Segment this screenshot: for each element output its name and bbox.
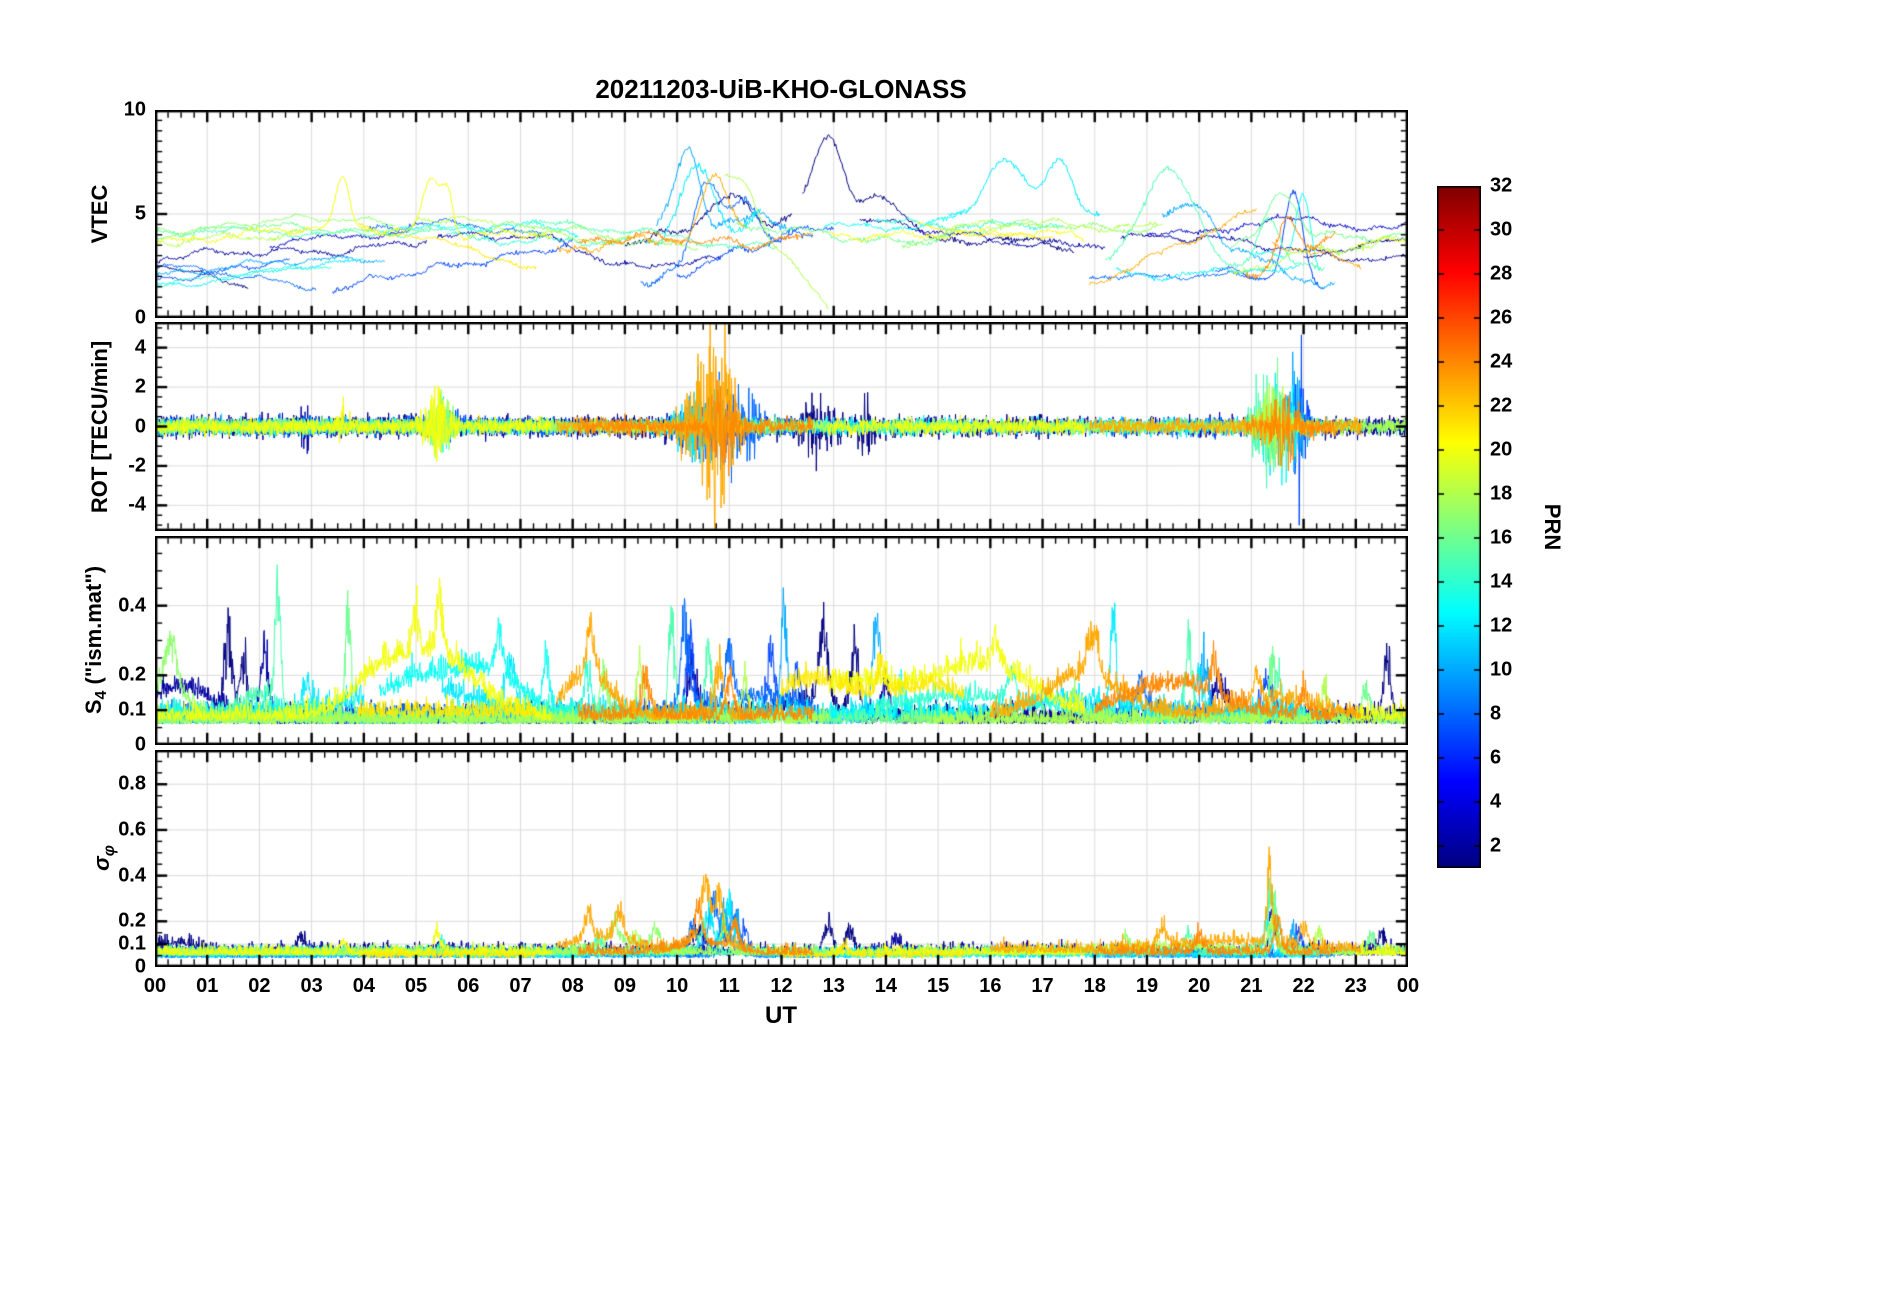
y-tick-label: 4 — [134, 336, 146, 359]
x-tick-label: 02 — [248, 975, 271, 997]
y-tick-label: 0 — [134, 306, 146, 329]
sigma-phi-axis-label: σφ — [88, 845, 119, 871]
chart-title: 20211203-UiB-KHO-GLONASS — [595, 74, 967, 104]
y-tick-label: 5 — [134, 202, 146, 225]
x-tick-label: 16 — [979, 975, 1002, 997]
vtec-panel-plot — [155, 110, 1408, 318]
y-tick-label: 0.8 — [118, 772, 146, 795]
x-tick-label: 19 — [1135, 975, 1159, 997]
y-tick-label: -2 — [128, 454, 146, 477]
x-tick-label: 10 — [665, 975, 689, 997]
colorbar-axis-label: PRN — [1540, 503, 1565, 551]
colorbar-tick-label: 6 — [1490, 746, 1502, 769]
y-tick-label: 0.2 — [118, 663, 146, 686]
colorbar-tick-label: 14 — [1490, 570, 1513, 593]
x-tick-label: 13 — [822, 975, 845, 997]
x-tick-label: 00 — [1396, 975, 1420, 997]
colorbar-tick-label: 4 — [1490, 790, 1502, 813]
rot-panel-plot — [155, 322, 1408, 531]
y-tick-label: 0.4 — [118, 594, 146, 617]
y-tick-label: 0 — [134, 415, 146, 437]
colorbar-tick-label: 16 — [1490, 526, 1513, 549]
x-tick-label: 06 — [457, 975, 480, 997]
x-tick-label: 14 — [874, 975, 898, 997]
colorbar-tick-label: 30 — [1490, 218, 1513, 241]
y-tick-label: 0.1 — [118, 698, 146, 721]
x-tick-label: 17 — [1031, 975, 1054, 997]
y-tick-label: -4 — [128, 493, 146, 516]
prn-colorbar — [1437, 186, 1481, 868]
colorbar-tick-label: 18 — [1490, 482, 1513, 505]
x-tick-label: 21 — [1240, 975, 1263, 997]
x-axis-label: UT — [765, 1002, 797, 1029]
x-tick-label: 09 — [613, 975, 636, 997]
x-tick-label: 00 — [143, 975, 167, 997]
colorbar-tick-label: 8 — [1490, 702, 1502, 725]
colorbar-tick-label: 28 — [1490, 262, 1513, 285]
colorbar-tick-label: 22 — [1490, 394, 1513, 417]
x-tick-label: 05 — [404, 975, 428, 997]
y-tick-label: 0.2 — [118, 909, 146, 932]
x-tick-label: 07 — [509, 975, 532, 997]
colorbar-tick-label: 2 — [1490, 834, 1502, 857]
x-tick-label: 20 — [1188, 975, 1211, 997]
x-tick-label: 15 — [927, 975, 950, 997]
y-tick-label: 0 — [134, 733, 146, 756]
sigma-phi-panel-plot — [155, 750, 1408, 967]
colorbar-tick-label: 20 — [1490, 438, 1513, 461]
y-tick-label: 0.6 — [118, 818, 146, 841]
y-tick-label: 0.1 — [118, 932, 146, 955]
x-tick-label: 11 — [718, 975, 740, 997]
x-tick-label: 18 — [1083, 975, 1106, 997]
colorbar-tick-label: 26 — [1490, 306, 1513, 329]
vtec-axis-label: VTEC — [87, 184, 112, 244]
x-tick-label: 03 — [300, 975, 323, 997]
rot-axis-label: ROT [TECU/min] — [87, 340, 112, 514]
colorbar-tick-label: 24 — [1490, 350, 1513, 373]
x-tick-label: 22 — [1292, 975, 1315, 997]
y-tick-label: 10 — [123, 98, 146, 121]
y-tick-label: 0 — [134, 955, 146, 978]
colorbar-tick-label: 32 — [1490, 174, 1513, 197]
y-tick-label: 0.4 — [118, 864, 146, 887]
x-tick-label: 08 — [561, 975, 584, 997]
x-tick-label: 23 — [1344, 975, 1367, 997]
s4-axis-label: S4 ("ism.mat") — [80, 565, 111, 715]
y-tick-label: 2 — [134, 375, 146, 398]
colorbar-tick-label: 12 — [1490, 614, 1513, 637]
x-tick-label: 12 — [770, 975, 793, 997]
x-tick-label: 01 — [196, 975, 219, 997]
x-tick-label: 04 — [352, 975, 375, 997]
colorbar-tick-label: 10 — [1490, 658, 1513, 681]
s4-panel-plot — [155, 536, 1408, 745]
